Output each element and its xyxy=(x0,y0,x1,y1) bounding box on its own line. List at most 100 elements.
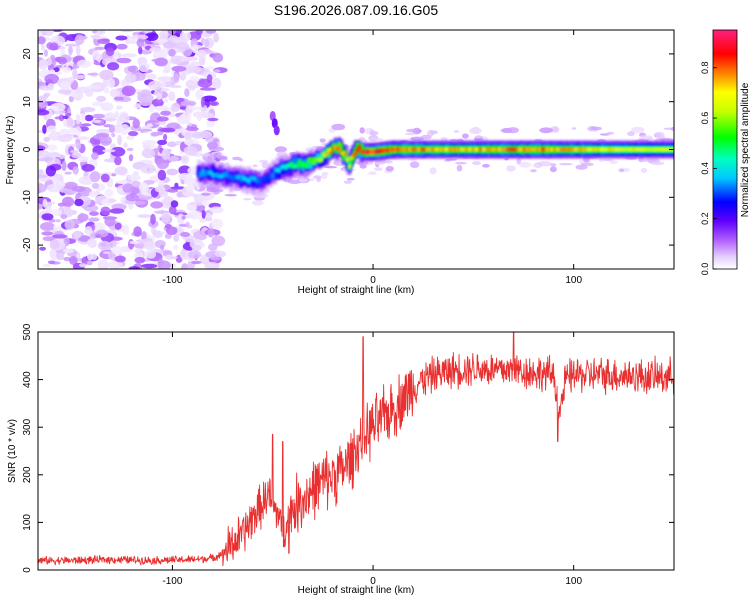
ridge-mark xyxy=(371,149,376,154)
ridge-mark xyxy=(295,156,299,168)
y-tick-label: 300 xyxy=(22,418,33,435)
noise-blob xyxy=(40,222,55,231)
ridge-mark xyxy=(231,175,235,181)
ridge-mark xyxy=(530,147,534,152)
ridge-mark xyxy=(281,163,285,175)
ridge-mark xyxy=(355,148,360,153)
noise-blob xyxy=(210,218,224,229)
ridge-mark xyxy=(446,147,450,152)
ridge-mark xyxy=(654,147,659,152)
ridge-mark xyxy=(662,147,667,152)
noise-blob xyxy=(45,165,57,177)
ridge-mark xyxy=(321,153,326,166)
ridge-mark xyxy=(369,149,374,154)
noise-blob xyxy=(163,98,169,103)
haze-blob xyxy=(356,160,369,166)
ridge-mark xyxy=(341,151,346,156)
spectrogram-x-label: Height of straight line (km) xyxy=(298,285,415,296)
ridge-mark xyxy=(412,147,416,152)
haze-blob xyxy=(482,164,490,168)
noise-blob xyxy=(97,38,110,45)
ridge-mark xyxy=(251,176,255,188)
colorbar-tick-label: 0.0 xyxy=(700,263,710,276)
ridge-mark xyxy=(468,147,472,152)
ridge-mark xyxy=(353,151,358,156)
noise-blob xyxy=(129,240,141,245)
noise-blob xyxy=(187,31,202,41)
ridge-mark xyxy=(341,152,346,161)
noise-blob xyxy=(174,182,179,188)
noise-blob xyxy=(213,32,220,43)
noise-blob xyxy=(120,30,134,33)
haze-blob xyxy=(309,178,315,182)
ridge-mark xyxy=(275,167,279,173)
noise-blob xyxy=(185,126,199,132)
noise-blob xyxy=(104,118,117,122)
noise-blob xyxy=(162,69,171,74)
ridge-mark xyxy=(570,147,574,152)
noise-blob xyxy=(214,250,227,258)
noise-blob xyxy=(117,134,122,146)
noise-blob xyxy=(92,119,102,124)
ridge-mark xyxy=(347,164,352,169)
y-tick-label: -10 xyxy=(22,190,33,205)
noise-blob xyxy=(76,59,92,68)
ridge-mark xyxy=(506,147,510,152)
noise-blob xyxy=(206,74,213,83)
ridge-mark xyxy=(315,152,320,161)
noise-blob xyxy=(42,198,48,208)
ridge-mark xyxy=(313,157,318,162)
snr-axes: -100 0 100 0 100 200 300 400 500 xyxy=(22,323,674,587)
ridge-mark xyxy=(237,174,241,180)
noise-blob xyxy=(115,35,128,41)
noise-blob xyxy=(102,79,108,88)
noise-blob xyxy=(42,124,47,134)
ridge-mark xyxy=(610,147,614,152)
ridge-mark xyxy=(622,147,626,152)
noise-blob xyxy=(62,67,72,73)
noise-blob xyxy=(103,251,111,255)
noise-blob xyxy=(180,232,191,237)
noise-blob xyxy=(91,152,99,160)
ridge-mark xyxy=(217,173,221,179)
haze-blob xyxy=(407,158,418,161)
ridge-mark xyxy=(478,147,482,152)
noise-blob xyxy=(74,198,84,207)
noise-blob xyxy=(114,166,128,176)
ridge-mark xyxy=(295,163,299,169)
noise-blob xyxy=(124,73,137,84)
haze-blob xyxy=(343,180,352,184)
haze-blob xyxy=(456,164,463,172)
noise-blob xyxy=(96,234,102,239)
noise-blob xyxy=(168,91,176,101)
haze-blob xyxy=(656,135,666,139)
noise-blob xyxy=(117,52,122,58)
ridge-mark xyxy=(301,161,305,167)
ridge-mark xyxy=(311,160,316,165)
ridge-mark xyxy=(584,147,588,152)
noise-blob xyxy=(161,148,171,160)
ridge-mark xyxy=(626,147,631,152)
noise-blob xyxy=(192,111,209,118)
noise-blob xyxy=(38,36,46,45)
haze-blob xyxy=(368,171,377,176)
noise-blob xyxy=(179,31,186,43)
ridge-mark xyxy=(524,147,528,152)
noise-blob xyxy=(186,206,197,211)
ridge-mark xyxy=(638,147,643,152)
noise-blob xyxy=(78,235,91,242)
noise-blob xyxy=(100,102,114,111)
noise-blob xyxy=(178,114,189,121)
noise-blob xyxy=(49,42,59,51)
ridge-mark xyxy=(434,147,438,152)
noise-blob xyxy=(187,250,202,259)
noise-blob xyxy=(149,47,161,52)
noise-blob xyxy=(102,149,116,153)
haze-blob xyxy=(324,166,338,169)
spectrogram-frame xyxy=(37,29,675,270)
noise-blob xyxy=(173,244,179,251)
noise-blob xyxy=(55,219,61,223)
noise-blob xyxy=(57,57,68,65)
haze-blob xyxy=(550,163,557,167)
ridge-mark xyxy=(297,159,301,170)
